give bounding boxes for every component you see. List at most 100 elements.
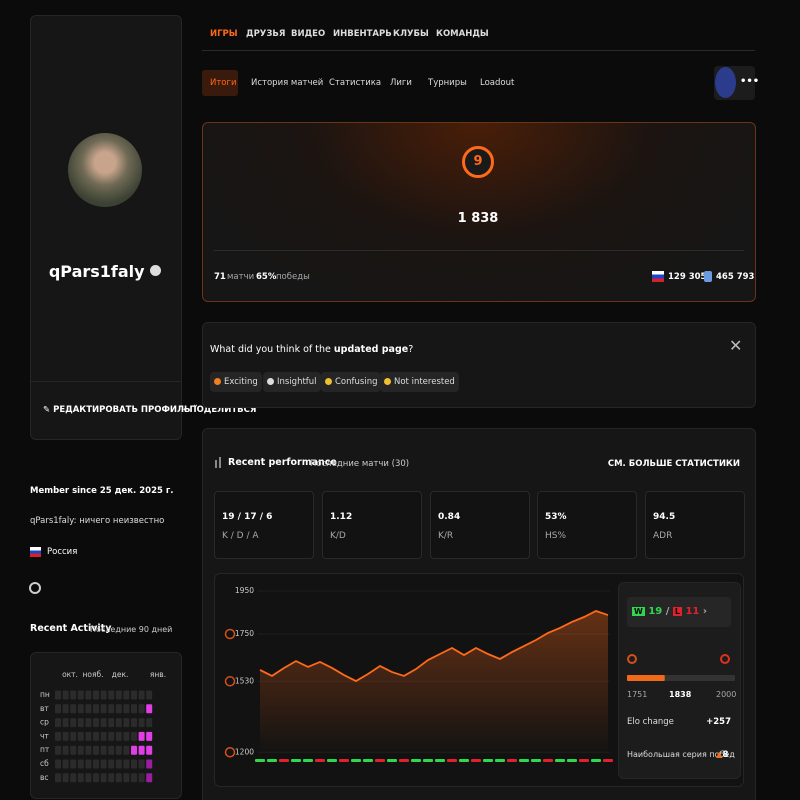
performance-title: Recent performance xyxy=(228,457,337,468)
tab[interactable]: ИГРЫ xyxy=(210,29,238,39)
close-button[interactable]: ✕ xyxy=(729,336,743,355)
range-bar-fill xyxy=(627,675,665,681)
day-label: сб xyxy=(40,759,49,768)
activity-cell xyxy=(70,704,77,714)
activity-cell xyxy=(100,704,107,714)
result-mark xyxy=(543,759,553,762)
result-mark xyxy=(519,759,529,762)
activity-cell xyxy=(138,718,145,728)
activity-cell xyxy=(108,718,115,728)
option[interactable]: Insightful xyxy=(263,372,321,392)
y-tick-label: 1200 xyxy=(235,747,254,756)
result-mark xyxy=(363,759,373,762)
tab[interactable]: ДРУЗЬЯ xyxy=(246,29,286,39)
month-label: янв. xyxy=(150,670,166,679)
stat-label: K/D xyxy=(330,531,346,541)
activity-cell xyxy=(138,745,145,755)
nav-divider xyxy=(202,50,755,51)
activity-cell xyxy=(62,718,69,728)
stat-label: K/R xyxy=(438,531,454,541)
activity-cell xyxy=(100,690,107,700)
option-text: Not interested xyxy=(394,377,455,387)
activity-cell xyxy=(77,731,84,741)
option[interactable]: Not interested xyxy=(380,372,459,392)
range-min: 1751 xyxy=(627,690,648,699)
range-current: 1838 xyxy=(669,690,692,699)
stat-value: 19 / 17 / 6 xyxy=(222,512,273,522)
avatar xyxy=(68,133,142,207)
day-label: вт xyxy=(40,704,49,713)
matches: 71 xyxy=(214,272,226,282)
result-mark xyxy=(255,759,265,762)
activity-cell xyxy=(100,718,107,728)
result-mark xyxy=(279,759,289,762)
option[interactable]: Confusing xyxy=(321,372,382,392)
activity-cell xyxy=(108,690,115,700)
activity-cell xyxy=(115,759,122,769)
tab[interactable]: ИНВЕНТАРЬ xyxy=(333,29,392,39)
activity-cell xyxy=(93,745,99,755)
subtab[interactable]: Статистика xyxy=(329,78,382,88)
result-mark xyxy=(495,759,505,762)
level-icon xyxy=(224,747,236,758)
day-label: чт xyxy=(40,731,49,740)
edit-profile[interactable]: ✎ РЕДАКТИРОВАТЬ ПРОФИЛЬ ˅ xyxy=(43,405,198,415)
subtab[interactable]: История матчей xyxy=(251,78,324,88)
y-tick-label: 1750 xyxy=(235,629,254,638)
activity-cell xyxy=(55,745,61,755)
stat-box xyxy=(537,491,637,559)
option-icon xyxy=(214,378,221,385)
activity-cell xyxy=(85,718,92,728)
win-tag: W xyxy=(632,607,645,616)
activity-cell xyxy=(93,773,99,783)
activity-cell xyxy=(93,759,99,769)
subtab[interactable]: Лиги xyxy=(390,78,412,88)
stat-box xyxy=(645,491,745,559)
separator: / xyxy=(665,606,670,617)
streak-label: Наибольшая серия побед xyxy=(627,750,735,759)
activity-cell xyxy=(138,773,145,783)
day-label: пт xyxy=(40,745,50,754)
activity-cell xyxy=(146,690,153,700)
result-mark xyxy=(507,759,517,762)
result-mark xyxy=(579,759,589,762)
activity-cell xyxy=(55,718,61,728)
steam-icon[interactable] xyxy=(29,582,41,594)
activity-cell xyxy=(77,704,84,714)
tab[interactable]: КЛУБЫ xyxy=(393,29,429,39)
subtab[interactable]: Итоги xyxy=(210,78,237,88)
result-mark xyxy=(315,759,325,762)
subtab[interactable]: Loadout xyxy=(480,78,515,88)
stat-box xyxy=(430,491,530,559)
elo-area xyxy=(260,610,608,757)
activity-cell xyxy=(131,759,137,769)
activity-cell xyxy=(70,718,77,728)
option[interactable]: Exciting xyxy=(210,372,262,392)
tab[interactable]: КОМАНДЫ xyxy=(436,29,489,39)
activity-cell xyxy=(55,773,61,783)
wins: 19 xyxy=(648,606,663,617)
stat-value: 94.5 xyxy=(653,512,676,522)
stat-label: ADR xyxy=(653,531,673,541)
result-mark xyxy=(411,759,421,762)
level-icon xyxy=(720,654,730,664)
globe-icon xyxy=(704,271,712,282)
more-menu[interactable]: ••• xyxy=(740,76,760,87)
result-mark xyxy=(483,759,493,762)
subtab[interactable]: Турниры xyxy=(428,78,467,88)
profile-card xyxy=(30,15,182,440)
share-text: ПОДЕЛИТЬСЯ xyxy=(189,405,257,415)
activity-cell xyxy=(62,690,69,700)
level-badge: 9 xyxy=(462,146,494,178)
tab[interactable]: ВИДЕО xyxy=(291,29,326,39)
share[interactable]: ‹ ПОДЕЛИТЬСЯ xyxy=(183,405,257,415)
stat-value: 53% xyxy=(545,512,567,522)
more-stats-link[interactable]: СМ. БОЛЬШЕ СТАТИСТИКИ xyxy=(607,459,740,469)
losses: 11 xyxy=(685,606,700,617)
result-mark xyxy=(387,759,397,762)
activity-cell xyxy=(115,718,122,728)
result-mark xyxy=(567,759,577,762)
option-text: Insightful xyxy=(277,377,317,387)
option-icon xyxy=(325,378,332,385)
